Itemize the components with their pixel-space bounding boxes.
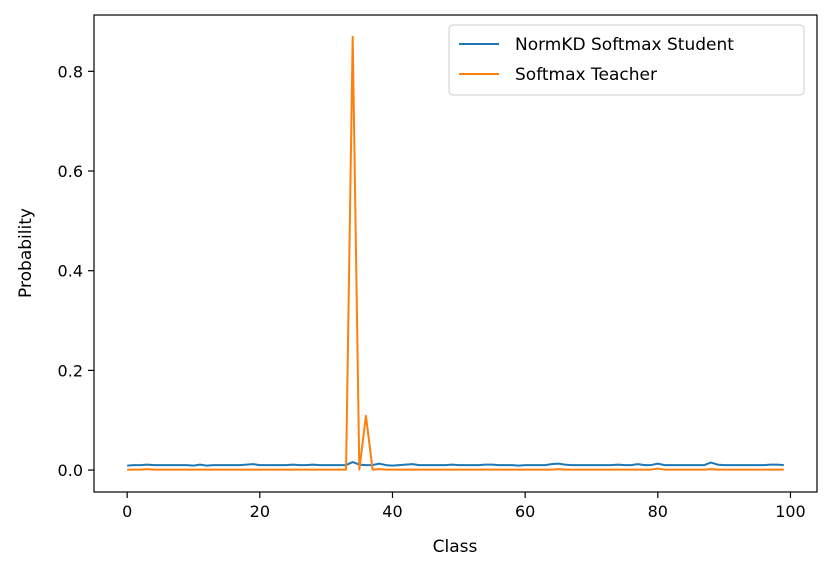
legend-label-1: Softmax Teacher <box>515 65 657 85</box>
y-tick-label: 0.4 <box>58 262 83 281</box>
y-tick-label: 0.8 <box>58 62 83 81</box>
y-axis-title: Probability <box>16 208 36 298</box>
y-axis: 0.0 0.2 0.4 0.6 0.8 <box>58 62 94 480</box>
legend: NormKD Softmax Student Softmax Teacher <box>448 24 805 96</box>
x-tick-label: 100 <box>775 502 806 521</box>
x-tick-label: 60 <box>515 502 535 521</box>
x-axis-title: Class <box>433 537 478 557</box>
plot-lines <box>127 35 784 471</box>
legend-label-0: NormKD Softmax Student <box>515 35 734 55</box>
x-tick-label: 20 <box>250 502 270 521</box>
y-tick-label: 0.2 <box>58 361 83 380</box>
x-tick-label: 40 <box>382 502 402 521</box>
legend-box <box>448 24 805 96</box>
x-axis: 0 20 40 60 80 100 <box>122 492 806 521</box>
series-line-0 <box>127 461 784 467</box>
series-line-1 <box>127 35 784 471</box>
x-tick-label: 80 <box>648 502 668 521</box>
plot-frame <box>93 14 818 493</box>
y-tick-label: 0.0 <box>58 461 83 480</box>
y-tick-label: 0.6 <box>58 162 83 181</box>
x-tick-label: 0 <box>122 502 132 521</box>
